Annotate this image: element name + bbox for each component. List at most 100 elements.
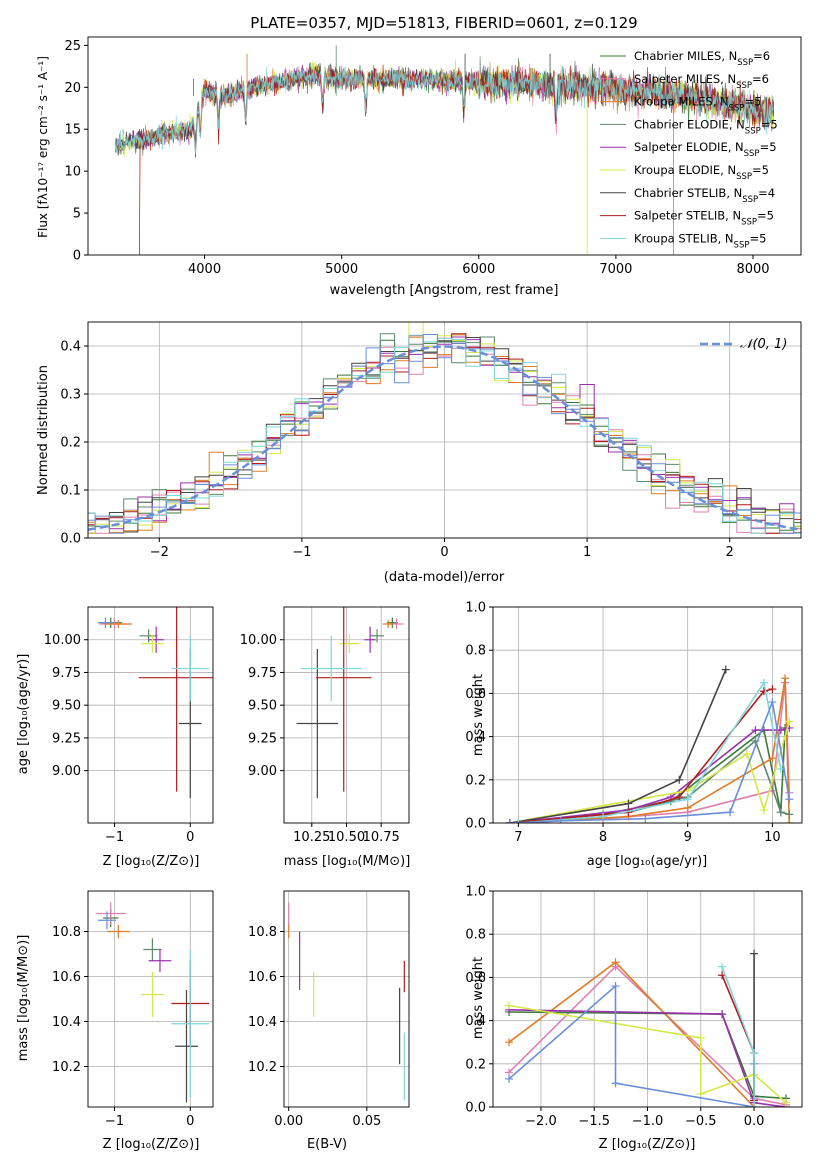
x-tick-label: 0.00 [274,1114,303,1129]
y-tick-label: 10.00 [240,633,277,648]
histogram-steps [88,322,801,534]
mass-vs-extinction-xlabel: E(B-V) [307,1137,347,1152]
y-tick-label: 25 [64,39,81,54]
mass-vs-extinction-panel: E(B-V) 0.00 0.05 10.2 10.4 10.6 10.8 [248,890,410,1152]
weight-marker-7-4 [768,685,777,694]
errorbar-points [296,607,404,799]
y-tick-label: 10.2 [248,1060,277,1075]
x-tick-label: 7 [514,830,522,845]
x-tick-label: 6000 [462,262,495,277]
y-tick-label: 10.00 [44,633,81,648]
weight-marker-9-0 [505,819,514,823]
x-tick-label: 0 [186,1114,194,1129]
errorbar-points [97,607,213,799]
weight-marker-1-0 [504,1038,513,1047]
y-tick-label: 9.75 [248,666,277,681]
weight-marker-3-1 [718,1010,727,1019]
y-tick-label: 0.4 [465,730,486,745]
y-tick-label: 0.0 [465,817,486,832]
x-tick-label: 0 [186,830,194,845]
weight-marker-8-2 [750,1103,759,1107]
massweight-vs-age-ylabel: mass weight [471,674,486,756]
weight-marker-5-2 [611,1079,620,1088]
x-tick-label: 0.0 [744,1114,765,1129]
x-tick-label: 10 [764,830,781,845]
y-tick-label: 10 [64,165,81,180]
residuals-xlabel: (data-model)/error [384,570,505,585]
legend-label-5: Kroupa ELODIE, NSSP=5 [634,163,769,182]
massweight-vs-metallicity-ylabel: mass weight [471,957,486,1039]
weight-marker-4-4 [782,1098,791,1107]
weight-marker-4-0 [504,1001,513,1010]
weight-lines [504,949,791,1107]
weight-marker-9-5 [785,795,794,804]
y-tick-label: 0.6 [465,971,486,986]
x-tick-label: 7000 [599,262,632,277]
mass-vs-metallicity-xlabel: Z [log₁₀(Z/Z⊙)] [103,1137,200,1152]
weight-marker-5-3 [742,749,751,758]
y-tick-label: 0.4 [465,1014,486,1029]
weight-marker-2-3 [768,754,777,763]
y-tick-label: 9.25 [52,731,81,746]
weight-marker-8-2 [683,795,692,804]
errorbar-points [288,902,405,1101]
x-tick-label: −1 [292,545,311,560]
y-tick-label: 20 [64,81,81,96]
y-tick-label: 0.2 [465,1057,486,1072]
x-tick-label: 1 [583,545,591,560]
weight-marker-4-1 [696,1033,705,1042]
weight-marker-3-5 [785,810,794,819]
massweight-vs-age-xlabel: age [log₁₀(age/yr)] [587,854,708,869]
spectrum-xlabel: wavelength [Angstrom, rest frame] [330,283,559,298]
y-tick-label: 0.8 [465,928,486,943]
weight-marker-8-0 [514,819,523,823]
x-tick-label: −2.0 [525,1114,557,1129]
weight-marker-5-0 [504,1074,513,1083]
residuals-panel: (data-model)/error Normed distribution −… [36,321,802,585]
y-tick-label: 9.75 [52,666,81,681]
histogram-series-9 [88,334,801,534]
y-tick-label: 9.50 [248,699,277,714]
axes-frame [87,890,214,1108]
age-vs-metallicity-xlabel: Z [log₁₀(Z/Z⊙)] [103,854,200,869]
legend-label-8: Kroupa STELIB, NSSP=5 [634,231,766,250]
x-tick-label: 0 [440,545,448,560]
age-vs-mass-xlabel: mass [log₁₀(M/M⊙)] [284,854,411,869]
x-tick-label: 8000 [736,262,769,277]
y-tick-label: 10.6 [52,970,81,985]
y-tick-label: 0.2 [60,436,81,451]
y-tick-label: 10.4 [248,1015,277,1030]
weight-marker-7-3 [759,687,768,696]
x-tick-label: 4000 [188,262,221,277]
legend-normal-label: 𝒩(0, 1) [740,337,787,352]
weight-marker-6-0 [750,949,759,958]
x-tick-label: 0.05 [352,1114,381,1129]
axes-frame [87,606,214,824]
normal-curve [88,345,801,531]
weight-marker-8-3 [759,678,768,687]
y-tick-label: 0.2 [465,773,486,788]
legend-label-1: Salpeter MILES, NSSP=6 [634,72,769,91]
y-tick-label: 0.4 [60,340,81,355]
errorbar-points [95,902,210,1103]
spectrum-series-8 [115,62,774,155]
weight-marker-4-4 [776,726,785,735]
weight-marker-1-1 [611,958,620,967]
y-tick-label: 10.2 [52,1060,81,1075]
y-tick-label: 9.50 [52,699,81,714]
x-tick-label: 5000 [325,262,358,277]
weight-marker-9-4 [768,698,777,707]
axes-frame [283,890,410,1108]
y-tick-label: 0 [73,249,81,264]
legend-label-0: Chabrier MILES, NSSP=6 [634,49,770,68]
legend-label-2: Kroupa MILES, NSSP=5 [634,95,761,114]
massweight-vs-age-panel: age [log₁₀(age/yr)] mass weight 7 8 9 10 0.0… [465,601,803,869]
age-vs-metallicity-ylabel: age [log₁₀(age/yr)] [16,654,31,775]
legend-label-3: Chabrier ELODIE, NSSP=5 [634,117,778,136]
weight-marker-6-3 [721,665,730,674]
y-tick-label: 10.4 [52,1015,81,1030]
weight-marker-6-2 [675,775,684,784]
massweight-vs-metallicity-xlabel: Z [log₁₀(Z/Z⊙)] [599,1137,696,1152]
